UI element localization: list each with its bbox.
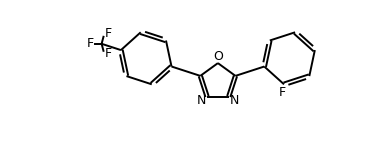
Text: N: N xyxy=(197,94,206,107)
Text: F: F xyxy=(87,37,94,50)
Text: F: F xyxy=(279,86,286,99)
Text: F: F xyxy=(105,47,112,60)
Text: N: N xyxy=(230,94,239,107)
Text: O: O xyxy=(213,50,223,63)
Text: F: F xyxy=(105,27,112,40)
